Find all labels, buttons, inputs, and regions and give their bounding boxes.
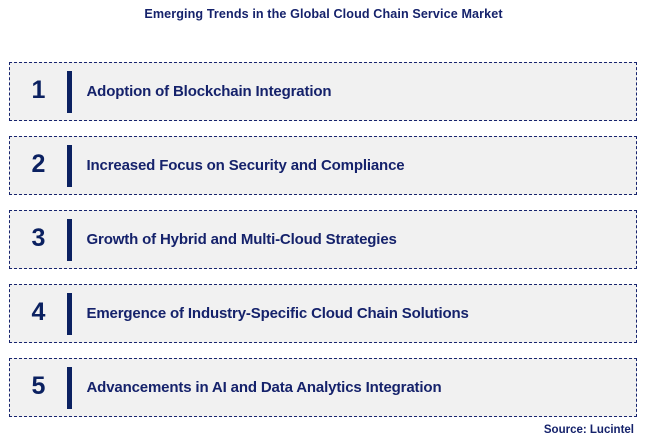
list-item: 1 Adoption of Blockchain Integration bbox=[9, 62, 637, 121]
vertical-divider-icon bbox=[67, 218, 72, 261]
trend-number: 5 bbox=[31, 372, 46, 400]
source-attribution: Source: Lucintel bbox=[543, 424, 634, 436]
vertical-divider-icon bbox=[67, 366, 72, 409]
list-item: 3 Growth of Hybrid and Multi-Cloud Strat… bbox=[9, 210, 637, 269]
trend-list: 1 Adoption of Blockchain Integration 2 I… bbox=[9, 62, 637, 417]
trend-number: 4 bbox=[31, 298, 46, 326]
trend-label: Emergence of Industry-Specific Cloud Cha… bbox=[86, 305, 469, 322]
trend-label: Advancements in AI and Data Analytics In… bbox=[86, 379, 442, 396]
vertical-divider-icon bbox=[67, 70, 72, 113]
list-item: 5 Advancements in AI and Data Analytics … bbox=[9, 358, 637, 417]
trend-label: Increased Focus on Security and Complian… bbox=[86, 157, 405, 174]
list-item: 4 Emergence of Industry-Specific Cloud C… bbox=[9, 284, 637, 343]
vertical-divider-icon bbox=[67, 292, 72, 335]
trend-number: 1 bbox=[31, 76, 46, 104]
trend-label: Adoption of Blockchain Integration bbox=[86, 83, 332, 100]
page-title: Emerging Trends in the Global Cloud Chai… bbox=[144, 7, 503, 21]
vertical-divider-icon bbox=[67, 144, 72, 187]
trend-label: Growth of Hybrid and Multi-Cloud Strateg… bbox=[86, 231, 397, 248]
trend-number: 2 bbox=[31, 150, 46, 178]
list-item: 2 Increased Focus on Security and Compli… bbox=[9, 136, 637, 195]
trend-number: 3 bbox=[31, 224, 46, 252]
